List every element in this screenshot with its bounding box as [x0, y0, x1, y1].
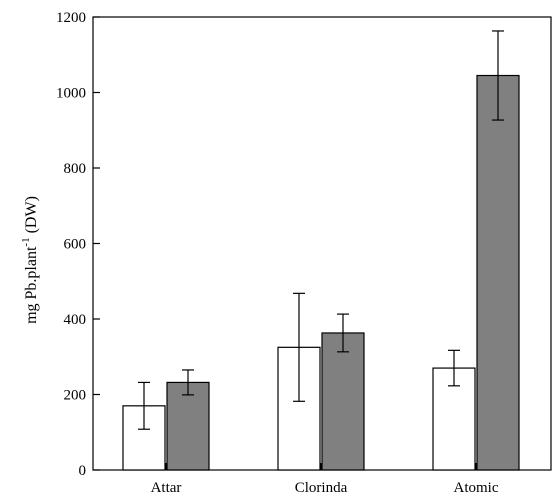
bars-layer [122, 74, 520, 471]
y-tick-label: 400 [64, 312, 87, 328]
bar [476, 74, 520, 471]
bar [321, 332, 365, 471]
y-tick-label: 800 [64, 161, 87, 177]
y-axis-title-main: mg Pb.plant [23, 246, 40, 324]
y-tick-label: 1200 [56, 10, 86, 26]
x-tick-label: Atomic [454, 480, 499, 496]
y-axis-title: mg Pb.plant-1 (DW) [20, 196, 40, 324]
y-axis-title-tail: (DW) [23, 196, 40, 237]
bar [166, 381, 210, 471]
y-tick-label: 200 [64, 388, 87, 404]
axes-layer: 0 200 400 600 800 1000 1200 Attar Clorinda Atomic [56, 10, 499, 496]
y-tick-label: 600 [64, 237, 87, 253]
x-tick-label: Clorinda [295, 480, 348, 496]
y-axis-title-superscript: -1 [20, 237, 32, 246]
error-bars-layer [138, 30, 504, 430]
x-tick-label: Attar [151, 480, 182, 496]
y-tick-label: 1000 [56, 86, 86, 102]
y-tick-label: 0 [79, 463, 87, 479]
